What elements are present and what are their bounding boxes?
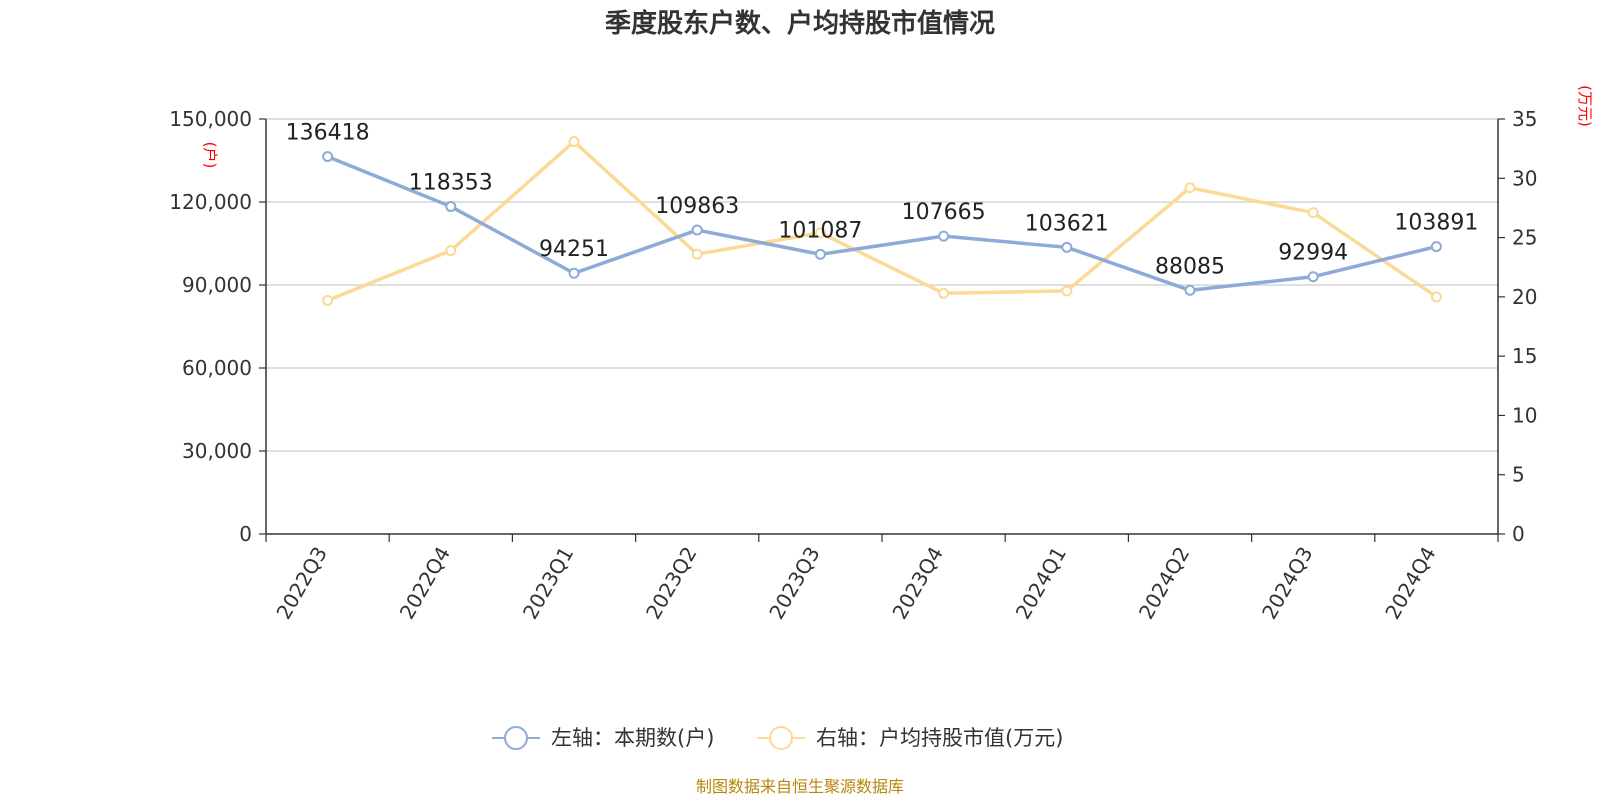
- series2-point: [814, 227, 826, 239]
- legend-marker-series1: [504, 726, 528, 750]
- series-lines: [322, 136, 1442, 306]
- data-label: 136418: [286, 121, 370, 146]
- data-label: 101087: [778, 218, 862, 243]
- series2-line: [326, 139, 1438, 303]
- data-label: 109863: [655, 194, 739, 219]
- data-label: 118353: [409, 171, 493, 196]
- legend-label-series2: 右轴：户均持股市值(万元): [816, 726, 1063, 750]
- right-tick-label: 25: [1512, 226, 1537, 250]
- series2-point: [938, 287, 950, 299]
- legend-marker-series2: [769, 726, 793, 750]
- left-tick-label: 150,000: [169, 107, 252, 131]
- left-tick-label: 120,000: [169, 190, 252, 214]
- x-tick-label: 2024Q2: [1134, 543, 1194, 624]
- x-axis-ticks: 2022Q3 2022Q4 2023Q1 2023Q2 2023Q3 2023Q4 2024…: [265, 534, 1499, 624]
- series2-point: [1184, 182, 1196, 194]
- left-tick-label: 0: [239, 522, 252, 546]
- grid-lines: [266, 118, 1498, 452]
- data-label: 92994: [1278, 241, 1348, 266]
- right-tick-label: 0: [1512, 522, 1525, 546]
- x-tick-label: 2024Q1: [1011, 543, 1071, 624]
- series1-point: [322, 151, 334, 163]
- right-tick-label: 5: [1512, 463, 1525, 487]
- left-axis-ticks: 0 30,000 60,000 90,000 120,000 150,000: [169, 107, 266, 546]
- right-tick-label: 35: [1512, 107, 1537, 131]
- x-tick-label: 2023Q3: [764, 543, 824, 624]
- series2-point: [322, 294, 334, 306]
- series1-point: [568, 267, 580, 279]
- left-tick-label: 60,000: [182, 356, 252, 380]
- right-axis-ticks: 0 5 10 15 20 25 30 35: [1498, 107, 1537, 546]
- left-tick-label: 90,000: [182, 273, 252, 297]
- x-tick-label: 2023Q2: [641, 543, 701, 624]
- x-tick-label: 2022Q4: [395, 543, 455, 624]
- data-label: 94251: [539, 237, 609, 262]
- x-tick-label: 2023Q1: [518, 543, 578, 624]
- series2-point: [691, 248, 703, 260]
- data-label: 103891: [1394, 211, 1478, 236]
- series2-point: [1307, 207, 1319, 219]
- source-note: 制图数据来自恒生聚源数据库: [696, 777, 904, 796]
- series1-point: [1307, 271, 1319, 283]
- data-label: 103621: [1025, 211, 1109, 236]
- series2-point: [568, 136, 580, 148]
- series1-point: [938, 230, 950, 242]
- series1-line: [326, 154, 1437, 293]
- series2-point: [445, 245, 457, 257]
- left-tick-label: 30,000: [182, 439, 252, 463]
- data-label: 88085: [1155, 254, 1225, 279]
- series2-point: [1430, 291, 1442, 303]
- series1-point: [445, 201, 457, 213]
- series2-point: [1061, 285, 1073, 297]
- right-tick-label: 30: [1512, 166, 1537, 190]
- chart-title: 季度股东户数、户均持股市值情况: [605, 8, 995, 39]
- legend-item-series2[interactable]: 右轴：户均持股市值(万元): [757, 726, 1063, 750]
- series1-point: [691, 224, 703, 236]
- legend: 左轴：本期数(户) 右轴：户均持股市值(万元): [492, 726, 1063, 750]
- left-axis-unit: (户): [201, 142, 219, 169]
- series1-point: [1061, 241, 1073, 253]
- right-axis-unit: (万元): [1576, 85, 1594, 127]
- right-tick-label: 20: [1512, 285, 1537, 309]
- x-tick-label: 2023Q4: [887, 543, 947, 624]
- series1-point: [814, 248, 826, 260]
- x-tick-label: 2024Q4: [1380, 543, 1440, 624]
- x-tick-label: 2024Q3: [1257, 543, 1317, 624]
- series1-point: [1184, 284, 1196, 296]
- legend-label-series1: 左轴：本期数(户): [551, 726, 714, 750]
- right-tick-label: 15: [1512, 344, 1537, 368]
- data-label: 107665: [902, 200, 986, 225]
- legend-item-series1[interactable]: 左轴：本期数(户): [492, 726, 714, 750]
- series1-point: [1430, 241, 1442, 253]
- right-tick-label: 10: [1512, 403, 1537, 427]
- x-tick-label: 2022Q3: [271, 543, 331, 624]
- data-labels: 136418 118353 94251 109863 101087 107665 10362…: [286, 121, 1479, 280]
